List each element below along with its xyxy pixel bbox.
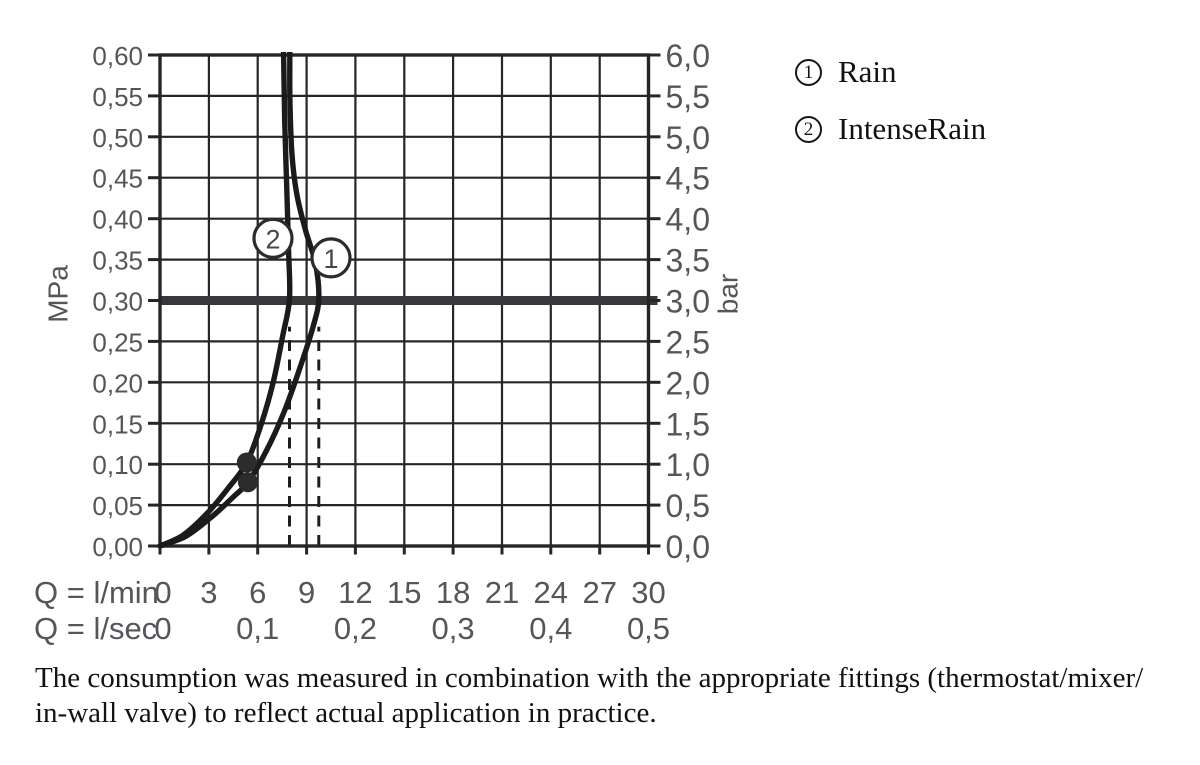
x-lmin-tick-label: 24 (534, 575, 568, 610)
y-right-unit-bar: bar (713, 274, 744, 314)
x-lsec-tick-label: 0,2 (334, 611, 377, 646)
legend-item-rain: 1 Rain (795, 54, 986, 90)
x-axis-unit-lmin: Q = l/min (34, 575, 159, 610)
curve-intenserain (157, 52, 293, 549)
y-right-tick-label: 4,0 (666, 202, 710, 238)
legend-label-intenserain: IntenseRain (838, 111, 987, 146)
x-lsec-tick-label: 0,1 (236, 611, 279, 646)
y-left-tick-label: 0,30 (92, 287, 143, 317)
y-right-tick-label: 1,0 (666, 447, 710, 483)
curve-label-circle-2 (252, 217, 294, 259)
y-left-tick-label: 0,35 (92, 246, 143, 276)
curve-rain (157, 52, 322, 549)
y-right-tick-label: 1,5 (666, 406, 710, 442)
y-right-tick-label: 5,5 (666, 79, 710, 115)
caption-line-1: The consumption was measured in combinat… (35, 662, 1144, 694)
y-right-tick-label: 3,5 (666, 243, 710, 279)
x-lsec-tick-label: 0,3 (432, 611, 475, 646)
y-right-tick-label: 2,5 (666, 324, 710, 360)
y-left-unit-mpa: MPa (43, 265, 74, 323)
legend-label-rain: Rain (838, 54, 897, 89)
x-lmin-tick-label: 3 (200, 575, 217, 610)
y-left-tick-label: 0,00 (92, 532, 143, 562)
curve-label-circle-1 (310, 237, 352, 279)
y-left-tick-label: 0,45 (92, 164, 143, 194)
y-left-tick-label: 0,10 (92, 450, 143, 480)
y-left-tick-label: 0,50 (92, 123, 143, 153)
dot-rain (237, 472, 258, 493)
curve-label-number-2: 2 (265, 224, 280, 254)
curve-label-number-1: 1 (323, 244, 338, 274)
y-right-tick-label: 0,5 (666, 488, 710, 524)
x-lmin-tick-label: 21 (485, 575, 519, 610)
x-axis-unit-lsec: Q = l/sec (34, 611, 157, 646)
dot-intenserain (236, 452, 257, 473)
y-left-tick-label: 0,25 (92, 327, 143, 357)
y-left-tick-label: 0,15 (92, 409, 143, 439)
dashed-guides (288, 326, 321, 546)
curve-dots (236, 452, 258, 493)
x-lmin-tick-label: 27 (582, 575, 616, 610)
y-right-tick-label: 2,0 (666, 365, 710, 401)
x-lmin-tick-label: 9 (298, 575, 315, 610)
x-lsec-tick-label: 0,5 (627, 611, 670, 646)
y-right-tick-label: 6,0 (666, 38, 710, 74)
y-left-tick-label: 0,20 (92, 368, 143, 398)
x-lsec-tick-label: 0,4 (529, 611, 572, 646)
y-left-tick-label: 0,40 (92, 205, 143, 235)
x-lmin-tick-label: 18 (436, 575, 470, 610)
caption: The consumption was measured in combinat… (35, 661, 1190, 731)
y-right-tick-label: 4,5 (666, 161, 710, 197)
curve-label-circles: 12 (252, 217, 352, 279)
y-axis-right-labels: 6,0 5,5 5,0 4,5 4,0 3,5 3,0 2,5 2,0 1,5 1,0 0,5 0,0 (666, 38, 710, 565)
x-lsec-tick-label: 0 (154, 611, 171, 646)
x-lmin-tick-label: 6 (249, 575, 266, 610)
y-right-tick-label: 3,0 (666, 284, 710, 320)
y-right-tick-label: 5,0 (666, 120, 710, 156)
y-left-tick-label: 0,05 (92, 491, 143, 521)
curves (157, 52, 322, 549)
caption-line-2: in-wall valve) to reflect actual applica… (35, 697, 657, 729)
legend: 1 Rain 2 IntenseRain (795, 54, 986, 168)
x-lmin-tick-label: 15 (387, 575, 421, 610)
legend-item-intenserain: 2 IntenseRain (795, 111, 986, 147)
y-right-tick-label: 0,0 (666, 529, 710, 565)
x-lmin-tick-label: 30 (631, 575, 665, 610)
flow-chart-svg: 120,600,550,500,450,400,350,300,250,200,… (34, 38, 744, 646)
x-lmin-tick-label: 12 (338, 575, 372, 610)
y-left-tick-label: 0,60 (92, 41, 143, 71)
x-lmin-tick-label: 0 (154, 575, 171, 610)
y-left-tick-label: 0,55 (92, 82, 143, 112)
y-axis-left-labels: 0,60 0,55 0,50 0,45 0,40 0,35 0,30 0,25 0,20 0,15… (92, 41, 143, 562)
circled-1-icon: 1 (795, 58, 822, 86)
circled-2-icon: 2 (795, 115, 822, 143)
axis-ticks (148, 53, 661, 555)
